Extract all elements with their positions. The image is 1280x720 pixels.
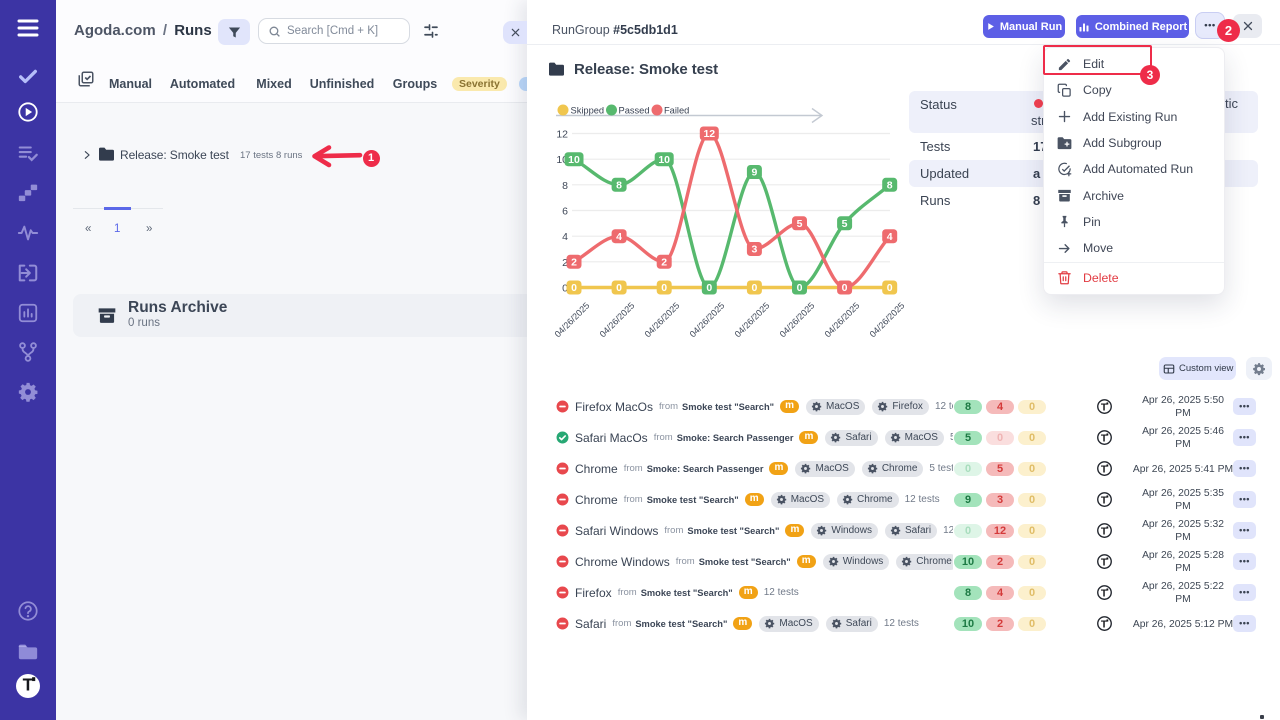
svg-text:T: T [1101, 464, 1108, 475]
svg-text:04/26/2025: 04/26/2025 [778, 300, 817, 339]
svg-text:04/26/2025: 04/26/2025 [868, 300, 907, 339]
svg-text:0: 0 [571, 282, 577, 294]
svg-text:04/26/2025: 04/26/2025 [688, 300, 727, 339]
svg-text:Skipped: Skipped [571, 106, 605, 116]
svg-text:8: 8 [616, 180, 622, 192]
svg-text:6: 6 [562, 206, 568, 218]
svg-text:10: 10 [568, 154, 580, 166]
svg-text:5: 5 [797, 218, 803, 230]
svg-text:T: T [1101, 526, 1108, 537]
svg-text:12: 12 [703, 128, 715, 140]
svg-text:T: T [23, 675, 34, 695]
svg-text:Failed: Failed [664, 106, 689, 116]
svg-text:T: T [1101, 557, 1108, 568]
svg-text:8: 8 [562, 180, 568, 192]
svg-text:2: 2 [571, 257, 577, 269]
svg-text:10: 10 [658, 154, 670, 166]
svg-text:0: 0 [887, 282, 893, 294]
svg-text:12: 12 [556, 129, 568, 141]
svg-text:0: 0 [706, 282, 712, 294]
svg-text:4: 4 [616, 231, 622, 243]
svg-text:5: 5 [842, 218, 848, 230]
svg-text:0: 0 [797, 282, 803, 294]
svg-text:4: 4 [562, 231, 568, 243]
svg-text:10: 10 [556, 154, 568, 166]
svg-text:0: 0 [751, 282, 757, 294]
svg-text:9: 9 [751, 167, 757, 179]
svg-text:04/26/2025: 04/26/2025 [823, 300, 862, 339]
svg-text:T: T [1101, 619, 1108, 630]
svg-text:8: 8 [887, 180, 893, 192]
svg-text:0: 0 [842, 282, 848, 294]
svg-text:2: 2 [562, 257, 568, 269]
svg-text:2: 2 [661, 257, 667, 269]
svg-text:04/26/2025: 04/26/2025 [733, 300, 772, 339]
svg-text:04/26/2025: 04/26/2025 [643, 300, 682, 339]
svg-text:4: 4 [887, 231, 893, 243]
svg-text:Passed: Passed [619, 106, 650, 116]
svg-text:04/26/2025: 04/26/2025 [598, 300, 637, 339]
svg-text:0: 0 [661, 282, 667, 294]
svg-text:T: T [1101, 402, 1108, 413]
svg-text:04/26/2025: 04/26/2025 [553, 300, 592, 339]
svg-text:T: T [1101, 588, 1108, 599]
svg-text:0: 0 [562, 283, 568, 295]
svg-text:0: 0 [616, 282, 622, 294]
svg-text:T: T [1101, 495, 1108, 506]
svg-text:T: T [1101, 433, 1108, 444]
svg-text:3: 3 [751, 244, 757, 256]
